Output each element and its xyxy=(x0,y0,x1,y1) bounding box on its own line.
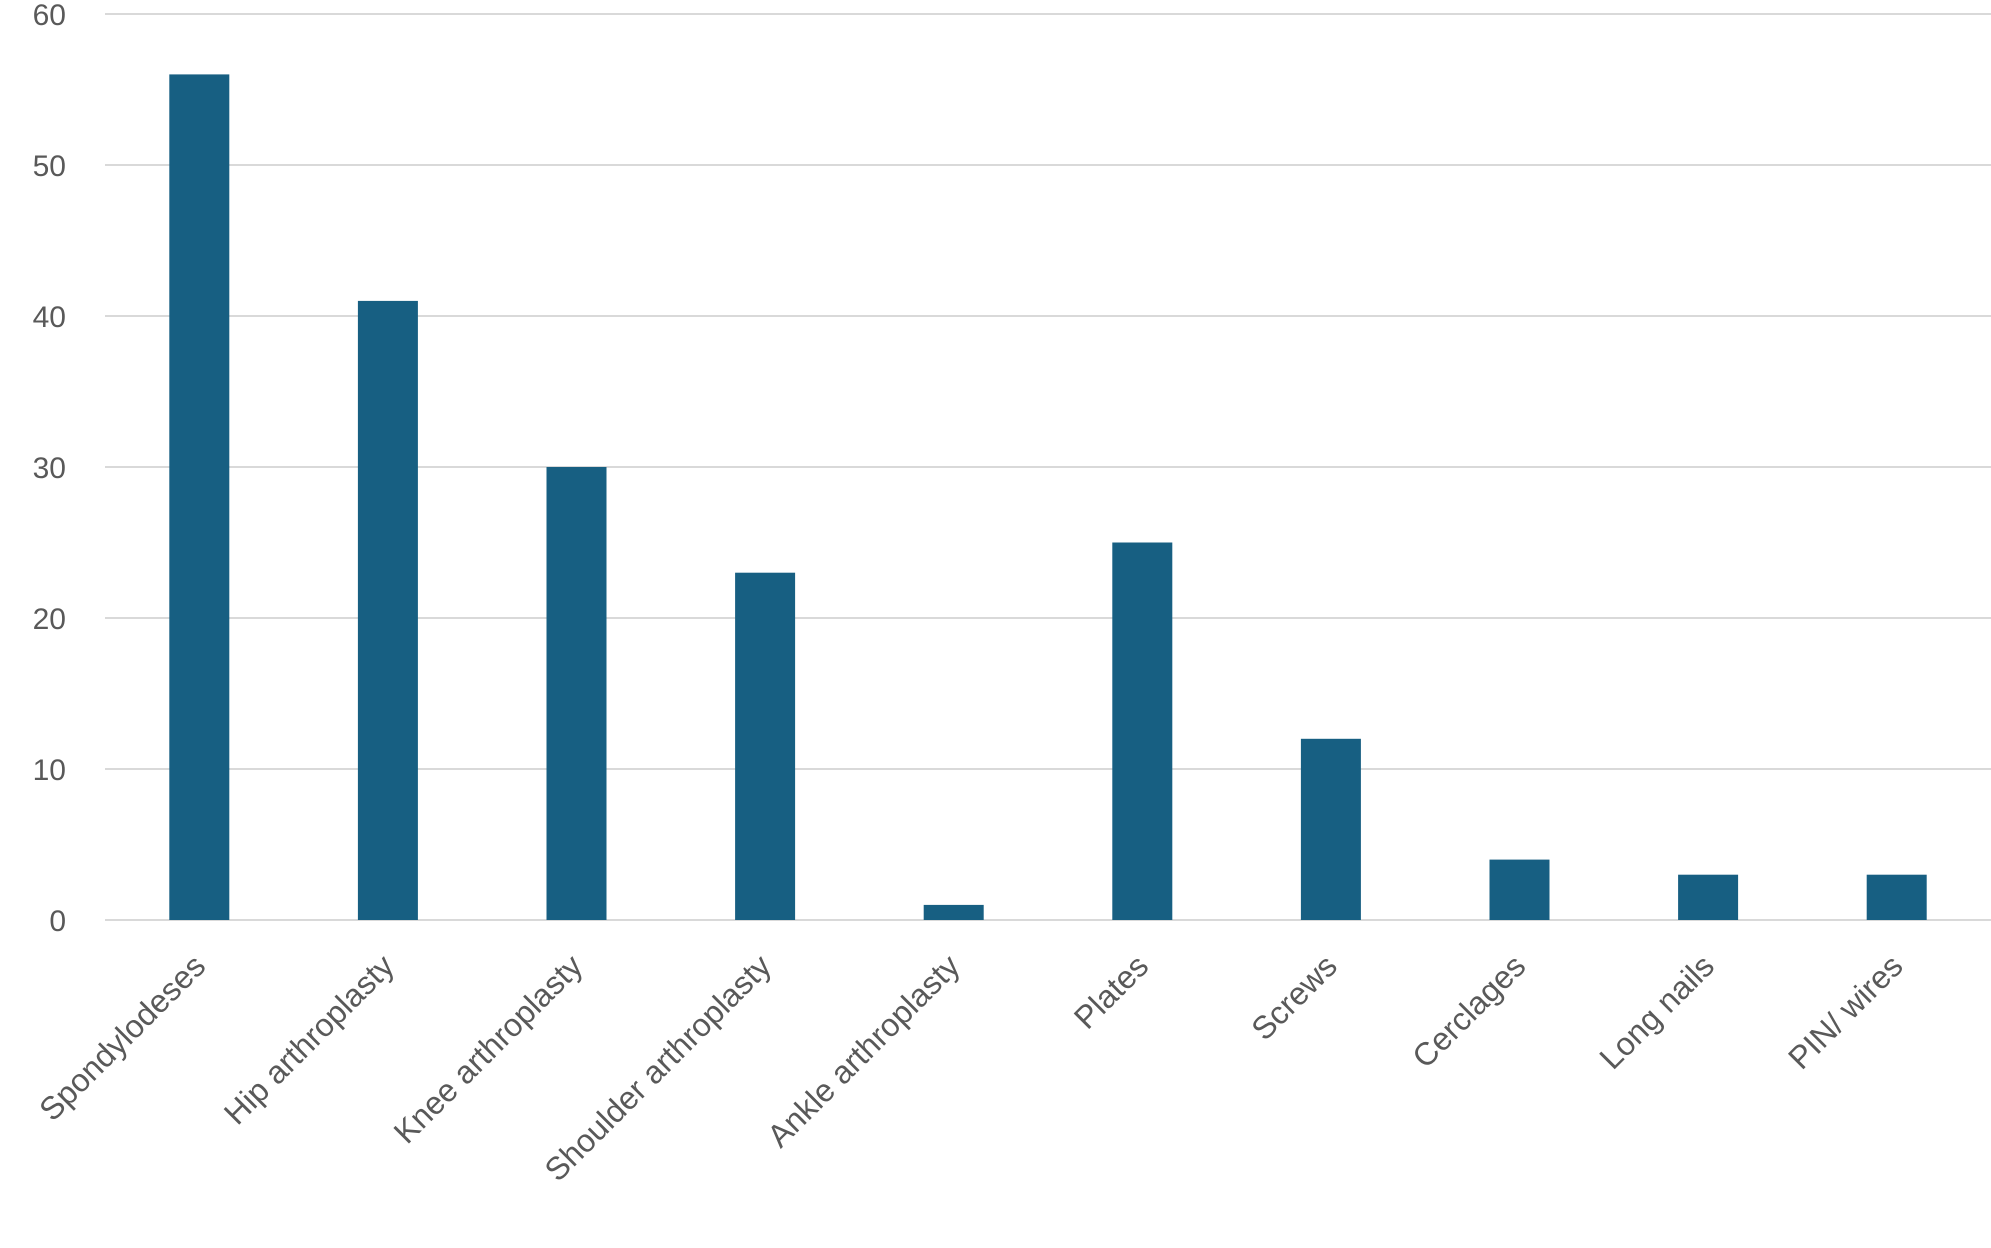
x-tick-label: Hip arthroplasty xyxy=(217,947,401,1131)
bar xyxy=(1300,738,1361,920)
y-tick-label: 10 xyxy=(33,754,66,787)
y-axis-ticks: 0 10 20 30 40 50 60 xyxy=(33,0,66,938)
bar xyxy=(546,467,607,920)
y-tick-label: 60 xyxy=(33,0,66,32)
bar xyxy=(1489,859,1550,920)
bar xyxy=(1678,874,1739,920)
x-tick-label: Spondylodeses xyxy=(32,947,212,1127)
bars xyxy=(169,74,1927,920)
gridlines xyxy=(105,13,1991,921)
bar xyxy=(169,74,230,920)
x-tick-label: Cerclages xyxy=(1405,947,1532,1074)
bar xyxy=(735,572,796,920)
x-tick-label: Knee arthroplasty xyxy=(387,947,590,1150)
bar xyxy=(923,904,984,920)
y-tick-label: 0 xyxy=(49,905,66,938)
y-tick-label: 40 xyxy=(33,301,66,334)
x-tick-label: PIN/ wires xyxy=(1781,947,1910,1076)
x-tick-label: Ankle arthroplasty xyxy=(760,947,967,1154)
x-tick-label: Screws xyxy=(1244,947,1344,1047)
x-tick-label: Plates xyxy=(1067,947,1155,1035)
y-tick-label: 30 xyxy=(33,452,66,485)
bar xyxy=(1112,542,1173,920)
y-tick-label: 20 xyxy=(33,603,66,636)
y-tick-label: 50 xyxy=(33,150,66,183)
bar xyxy=(1866,874,1927,920)
bar xyxy=(357,300,418,920)
x-tick-label: Long nails xyxy=(1592,947,1721,1076)
